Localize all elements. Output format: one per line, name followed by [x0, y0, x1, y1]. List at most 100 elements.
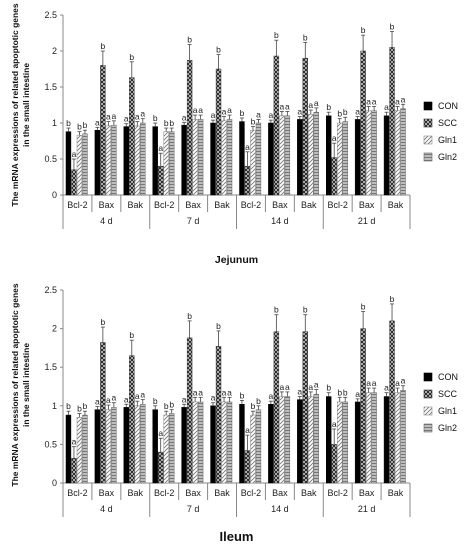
gene-label: Bak [388, 488, 404, 498]
significance-letter: b [216, 321, 221, 331]
bar-scc [331, 444, 337, 484]
bar-gln1 [221, 120, 227, 196]
significance-letter: a [182, 394, 187, 404]
significance-letter: b [390, 22, 395, 32]
significance-letter: a [211, 393, 216, 403]
significance-letter: a [401, 376, 406, 386]
significance-letter: a [268, 391, 273, 401]
significance-letter: a [95, 397, 100, 407]
bar-gln2 [400, 390, 406, 484]
bar-gln2 [197, 401, 204, 484]
bar-gln1 [337, 401, 343, 484]
gene-label: Bax [185, 200, 201, 210]
bar-con [297, 399, 303, 484]
bar-gln2 [284, 115, 291, 196]
bar-gln2 [111, 124, 117, 196]
y-tick-label: 2.5 [44, 285, 57, 295]
significance-letter: a [227, 105, 232, 115]
significance-letter: b [361, 25, 366, 35]
significance-letter: b [66, 401, 71, 411]
significance-letter: a [279, 101, 284, 111]
significance-letter: b [251, 401, 256, 411]
gene-label: Bak [301, 200, 317, 210]
significance-letter: a [314, 380, 319, 390]
bar-scc [71, 458, 77, 484]
significance-letter: b [153, 396, 158, 406]
significance-letter: b [274, 30, 279, 40]
significance-letter: a [135, 112, 140, 122]
bar-gln1 [192, 401, 198, 484]
legend-swatch-gln2 [423, 423, 433, 433]
significance-letter: a [106, 395, 111, 405]
bar-scc [215, 346, 222, 484]
gene-label: Bak [214, 200, 230, 210]
bar-gln2 [255, 409, 262, 484]
significance-letter: b [164, 401, 169, 411]
gene-label: Bcl-2 [327, 488, 348, 498]
bar-gln1 [250, 129, 256, 196]
bar-gln2 [371, 110, 377, 196]
bar-scc [389, 47, 395, 196]
day-label: 14 d [271, 216, 289, 226]
bar-con [354, 119, 361, 196]
bar-con [152, 126, 158, 196]
significance-letter: a [384, 102, 389, 112]
gene-label: Bax [99, 488, 115, 498]
bar-scc [129, 77, 135, 196]
y-tick-label: 1.5 [44, 362, 57, 372]
significance-letter: a [158, 143, 163, 153]
gene-label: Bax [99, 200, 115, 210]
bar-gln1 [221, 401, 227, 484]
y-tick-label: 1.5 [44, 82, 57, 92]
bar-con [297, 119, 303, 196]
significance-letter: a [285, 101, 290, 111]
significance-letter: b [169, 118, 174, 128]
legend-label: CON [438, 101, 458, 111]
bar-gln2 [82, 133, 88, 196]
y-tick-label: 0 [52, 190, 57, 200]
significance-letter: a [72, 149, 77, 159]
bar-gln1 [365, 110, 372, 196]
bar-gln2 [313, 393, 319, 484]
bar-gln2 [226, 119, 233, 196]
significance-letter: a [95, 117, 100, 127]
significance-letter: a [355, 389, 360, 399]
gene-label: Bcl-2 [154, 488, 175, 498]
bar-con [181, 124, 187, 196]
bar-gln1 [192, 119, 198, 196]
significance-letter: a [401, 94, 406, 104]
gene-label: Bax [185, 488, 201, 498]
legend-label: SCC [438, 389, 458, 399]
bar-gln2 [82, 414, 88, 484]
legend-label: Gln2 [438, 423, 457, 433]
bar-gln2 [111, 407, 117, 484]
bar-gln2 [140, 404, 146, 484]
bar-scc [273, 331, 280, 484]
significance-letter: b [129, 52, 134, 62]
significance-letter: a [308, 382, 313, 392]
bar-scc [273, 55, 280, 196]
significance-letter: b [66, 118, 71, 128]
significance-letter: b [326, 102, 331, 112]
significance-letter: b [361, 302, 366, 312]
bar-con [326, 115, 332, 196]
significance-letter: b [343, 107, 348, 117]
bar-gln1 [105, 409, 112, 484]
significance-letter: a [332, 133, 337, 143]
significance-letter: b [100, 41, 105, 51]
bar-gln1 [134, 125, 140, 196]
bar-scc [71, 169, 77, 196]
gene-label: Bax [359, 488, 375, 498]
significance-letter: b [256, 396, 261, 406]
significance-letter: b [83, 401, 88, 411]
significance-letter: b [169, 400, 174, 410]
bar-gln2 [313, 111, 319, 196]
bar-scc [244, 165, 251, 196]
y-axis-title-line-2: in the small intestine [21, 63, 31, 147]
gene-label: Bcl-2 [67, 488, 88, 498]
bar-gln1 [163, 131, 169, 196]
significance-letter: a [372, 96, 377, 106]
significance-letter: a [285, 382, 290, 392]
bar-gln2 [197, 119, 204, 196]
